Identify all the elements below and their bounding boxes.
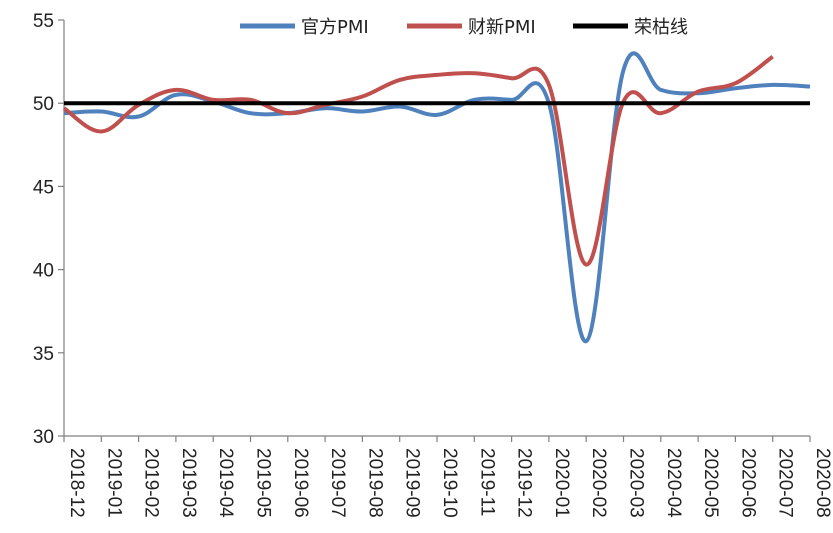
x-tick-label: 2019-12 bbox=[514, 448, 535, 518]
x-tick-label: 2020-05 bbox=[700, 448, 721, 518]
y-tick-label: 40 bbox=[33, 261, 54, 282]
series-lines bbox=[62, 51, 811, 344]
x-tick-label: 2020-02 bbox=[588, 448, 609, 518]
x-tick-label: 2019-11 bbox=[476, 448, 497, 516]
x-tick-label: 2020-03 bbox=[626, 448, 647, 518]
x-tick-label: 2018-12 bbox=[66, 448, 87, 518]
x-tick-label: 2020-01 bbox=[551, 448, 572, 518]
legend-label-caixin-pmi: 财新PMI bbox=[468, 17, 536, 38]
y-tick-label: 50 bbox=[33, 94, 54, 115]
x-tick-label: 2020-04 bbox=[663, 448, 684, 518]
y-tick-label: 55 bbox=[33, 11, 54, 32]
series-line-caixin-pmi bbox=[62, 54, 774, 267]
x-tick-label: 2019-01 bbox=[103, 448, 124, 518]
y-tick-label: 35 bbox=[33, 344, 54, 365]
x-tick-label: 2019-04 bbox=[215, 448, 236, 518]
axes: 30 35 40 45 50 55 2018-12 2019-01 2019-02 2019-03… bbox=[33, 11, 833, 518]
x-tick-label: 2019-06 bbox=[290, 448, 311, 518]
x-tick-label: 2020-08 bbox=[812, 448, 833, 518]
y-tick-label: 30 bbox=[33, 427, 54, 448]
x-tick-label: 2019-03 bbox=[178, 448, 199, 518]
y-tick-label: 45 bbox=[33, 177, 54, 198]
x-tick-label: 2020-07 bbox=[775, 448, 796, 518]
x-tick-label: 2019-02 bbox=[141, 448, 162, 518]
legend-label-official-pmi: 官方PMI bbox=[301, 17, 369, 38]
x-tick-label: 2019-08 bbox=[364, 448, 385, 518]
legend: 官方PMI 财新PMI 荣枯线 bbox=[240, 17, 688, 38]
x-tick-label: 2019-09 bbox=[402, 448, 423, 518]
series-line-official-pmi bbox=[63, 51, 811, 344]
x-tick-label: 2019-07 bbox=[327, 448, 348, 518]
x-tick-label: 2019-10 bbox=[439, 448, 460, 518]
x-tick-label: 2020-06 bbox=[737, 448, 758, 518]
x-tick-label: 2019-05 bbox=[253, 448, 274, 518]
legend-label-boom-bust-line: 荣枯线 bbox=[634, 17, 688, 38]
